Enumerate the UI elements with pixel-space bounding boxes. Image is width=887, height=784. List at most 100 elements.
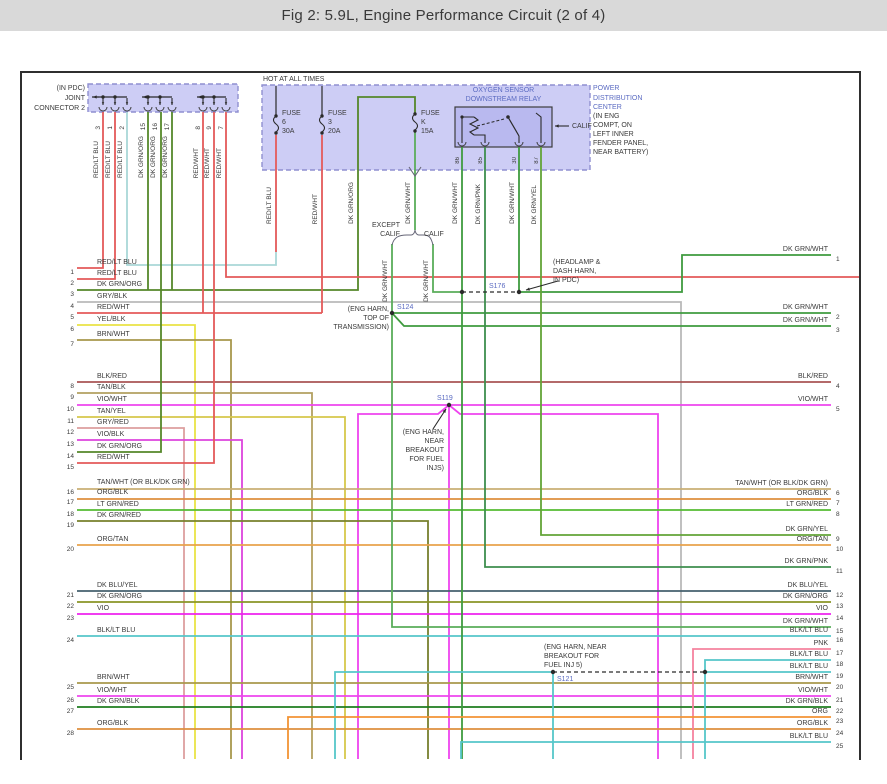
fuse-amps: 30A (282, 128, 295, 135)
left-pin-number: 20 (66, 546, 74, 553)
left-pin-wire-label: GRY/BLK (97, 293, 128, 300)
relay-title: DOWNSTREAM RELAY (465, 96, 542, 103)
left-pin-number: 25 (66, 684, 74, 691)
pdc-title: POWER (593, 85, 620, 92)
splice-note-s119: FOR FUEL (409, 456, 444, 463)
except-calif-wire-label: DK GRN/WHT (382, 260, 389, 302)
fuse-id: 6 (282, 119, 286, 126)
left-pin-number: 7 (70, 341, 74, 348)
left-pin-wire-label: RED/LT BLU (97, 270, 137, 277)
right-pin-wire-label: ORG (812, 708, 828, 715)
splice-note-s176: IN PDC) (553, 277, 580, 284)
right-pin-wire-label: DK GRN/WHT (782, 618, 828, 625)
right-pin-number: 13 (836, 603, 844, 610)
pdc-location-note: LEFT INNER (593, 131, 634, 138)
fuse-id: K (421, 119, 426, 126)
diagram-frame (20, 71, 861, 760)
left-pin-wire-label: RED/WHT (97, 304, 130, 311)
left-pin-wire-label: DK BLU/YEL (97, 582, 138, 589)
joint-wire-label: DK GRN/ORG (138, 136, 145, 178)
right-pin-number: 12 (836, 592, 844, 599)
hot-at-all-times-label: HOT AT ALL TIMES (263, 76, 325, 83)
left-pin-number: 15 (66, 464, 74, 471)
joint-pin-number: 16 (152, 122, 159, 130)
relay-pin-number: 85 (478, 157, 484, 164)
relay-pin-number: 30 (512, 157, 518, 164)
joint-pin-number: 9 (206, 126, 213, 130)
right-pin-number: 19 (836, 673, 844, 680)
feed-wire-label: DK GRN/PNK (475, 183, 482, 224)
right-pin-wire-label: ORG/TAN (796, 536, 828, 543)
right-pin-wire-label: VIO/WHT (798, 687, 828, 694)
right-pin-wire-label: DK GRN/YEL (785, 526, 828, 533)
left-pin-number: 8 (70, 383, 74, 390)
right-pin-number: 24 (836, 730, 844, 737)
left-pin-number: 18 (66, 511, 74, 518)
right-pin-wire-label: VIO/WHT (798, 396, 828, 403)
joint-wire-label: DK GRN/ORG (162, 136, 169, 178)
right-pin-number: 16 (836, 637, 844, 644)
left-pin-wire-label: VIO/WHT (97, 687, 127, 694)
right-pin-number: 11 (836, 568, 843, 575)
left-pin-wire-label: TAN/WHT (OR BLK/DK GRN) (97, 479, 190, 486)
joint-wire-label: RED/WHT (216, 147, 223, 178)
left-pin-number: 23 (66, 615, 74, 622)
fuse-name: FUSE (328, 110, 347, 117)
right-pin-number: 6 (836, 490, 840, 497)
left-pin-wire-label: DK GRN/ORG (97, 593, 143, 600)
right-pin-number: 23 (836, 718, 844, 725)
relay-pin-number: 86 (455, 157, 461, 164)
right-pin-wire-label: PNK (813, 640, 828, 647)
right-pin-wire-label: DK GRN/PNK (784, 558, 828, 565)
relay-title: OXYGEN SENSOR (472, 87, 535, 94)
right-pin-wire-label: DK BLU/YEL (787, 582, 828, 589)
feed-wire-label: DK GRN/WHT (452, 182, 459, 224)
right-pin-number: 8 (836, 511, 840, 518)
left-pin-number: 5 (70, 314, 74, 321)
calif-branch-label: CALIF (424, 231, 444, 238)
right-pin-number: 7 (836, 500, 840, 507)
splice-note-s121: BREAKOUT FOR (544, 653, 600, 660)
feed-wire-label: RED/LT BLU (266, 187, 273, 224)
left-pin-number: 22 (66, 603, 74, 610)
splice-id-s124: S124 (397, 304, 414, 311)
left-pin-wire-label: DK GRN/BLK (97, 698, 140, 705)
right-pin-wire-label: DK GRN/WHT (782, 304, 828, 311)
left-pin-number: 16 (66, 489, 74, 496)
pdc-location-note: FENDER PANEL, (593, 140, 649, 147)
splice-note-s124: TOP OF (363, 315, 389, 322)
right-pin-number: 4 (836, 383, 840, 390)
left-pin-wire-label: ORG/BLK (97, 489, 129, 496)
splice-note-s119: INJS) (426, 465, 445, 472)
right-pin-wire-label: BLK/LT BLU (789, 627, 828, 634)
joint-pin-number: 15 (140, 122, 147, 130)
right-pin-number: 3 (836, 327, 840, 334)
right-pin-wire-label: DK GRN/WHT (782, 317, 828, 324)
feed-wire-label: DK GRN/WHT (405, 182, 412, 224)
right-pin-number: 9 (836, 536, 840, 543)
left-pin-wire-label: DK GRN/ORG (97, 443, 143, 450)
left-pin-wire-label: BLK/LT BLU (97, 627, 136, 634)
left-pin-wire-label: TAN/YEL (97, 408, 126, 415)
right-pin-wire-label: BLK/LT BLU (789, 651, 828, 658)
right-pin-number: 2 (836, 314, 840, 321)
left-pin-number: 27 (66, 708, 74, 715)
right-pin-number: 20 (836, 684, 844, 691)
splice-note-s119: NEAR (424, 438, 444, 445)
left-pin-number: 28 (66, 730, 74, 737)
splice-note-s119: BREAKOUT (405, 447, 444, 454)
splice-note-s121: (ENG HARN, NEAR (544, 644, 607, 651)
left-pin-number: 13 (66, 441, 74, 448)
except-calif-label: CALIF (380, 231, 400, 238)
left-pin-number: 24 (66, 637, 74, 644)
figure-title: Fig 2: 5.9L, Engine Performance Circuit … (281, 7, 606, 24)
relay-pin-number: 87 (534, 157, 540, 164)
fuse-amps: 20A (328, 128, 341, 135)
right-pin-number: 14 (836, 615, 844, 622)
left-pin-wire-label: ORG/BLK (97, 720, 129, 727)
fuse-name: FUSE (421, 110, 440, 117)
right-pin-number: 18 (836, 661, 844, 668)
title-bar: Fig 2: 5.9L, Engine Performance Circuit … (0, 0, 887, 31)
